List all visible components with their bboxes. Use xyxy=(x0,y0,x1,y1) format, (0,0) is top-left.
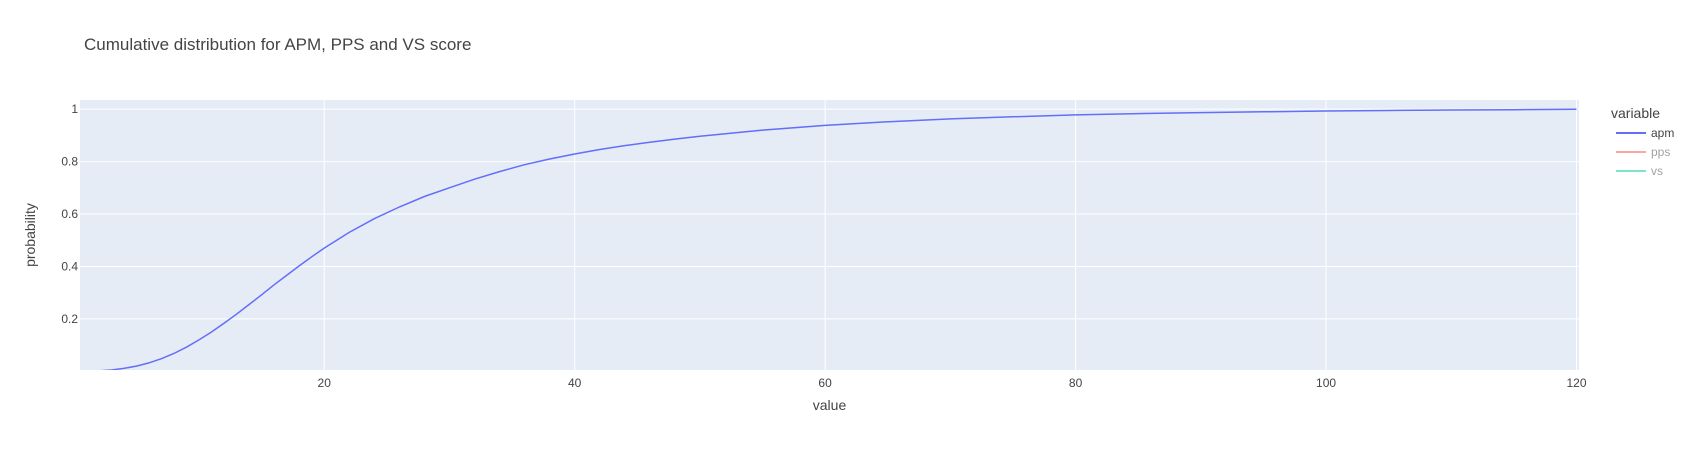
legend-item-pps[interactable]: pps xyxy=(1616,145,1670,159)
series-layer xyxy=(86,108,1577,371)
legend-item-apm[interactable]: apm xyxy=(1616,126,1674,140)
legend-label: vs xyxy=(1651,164,1663,178)
x-tick-label: 120 xyxy=(1566,376,1586,390)
legend-title: variable xyxy=(1611,105,1660,121)
y-tick-label: 1 xyxy=(71,102,78,116)
legend-label: apm xyxy=(1651,126,1674,140)
x-axis-ticks: 20 40 60 80 100 120 xyxy=(318,376,1587,390)
x-tick-label: 20 xyxy=(318,376,332,390)
x-tick-label: 80 xyxy=(1069,376,1083,390)
gridlines xyxy=(80,100,1579,370)
x-tick-label: 100 xyxy=(1316,376,1336,390)
legend-label: pps xyxy=(1651,145,1670,159)
plot-area[interactable] xyxy=(80,100,1579,370)
x-tick-label: 40 xyxy=(568,376,582,390)
y-tick-label: 0.8 xyxy=(61,155,78,169)
y-tick-label: 0.6 xyxy=(61,207,78,221)
x-tick-label: 60 xyxy=(818,376,832,390)
chart-title: Cumulative distribution for APM, PPS and… xyxy=(84,35,471,54)
legend: variable apm pps vs xyxy=(1611,105,1674,178)
series-line-apm[interactable] xyxy=(86,108,1577,371)
y-axis-ticks: 0.2 0.4 0.6 0.8 1 xyxy=(61,102,78,326)
y-tick-label: 0.4 xyxy=(61,259,78,273)
legend-item-vs[interactable]: vs xyxy=(1616,164,1663,178)
y-axis-title: probability xyxy=(22,203,38,267)
x-axis-title: value xyxy=(813,397,847,413)
y-tick-label: 0.2 xyxy=(61,312,78,326)
